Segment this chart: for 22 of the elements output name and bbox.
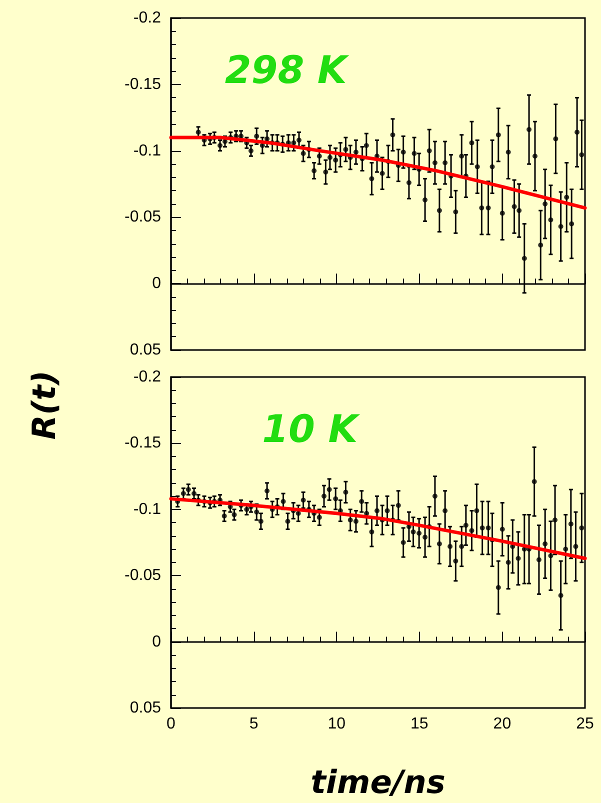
x-tick-label: 25 [576,716,594,732]
x-tick-label: 15 [410,716,428,732]
y-tick-label: 0.05 [130,700,162,716]
y-tick-label: -0.2 [133,368,162,386]
y-tick-label: 0.05 [130,342,162,358]
y-tick-label: 0 [152,275,162,292]
x-tick-label: 20 [493,716,512,732]
y-tick-label: -0.2 [133,10,162,26]
x-tick-label: 10 [328,716,346,732]
y-tick-label: 0 [152,633,162,650]
y-tick-label: -0.05 [124,567,162,584]
y-tick-label: -0.15 [124,434,162,452]
y-tick-label: -0.1 [133,142,162,160]
x-axis-title: time/ns [310,763,446,801]
annotation: 10 K [262,407,360,452]
annotation: 298 K [224,48,350,92]
y-axis-title: R(t) [25,370,63,440]
y-tick-label: -0.15 [124,76,162,93]
y-tick-label: -0.1 [133,500,162,518]
y-tick-label: -0.05 [124,208,162,226]
x-tick-label: 0 [166,716,176,732]
x-tick-label: 5 [249,716,258,732]
